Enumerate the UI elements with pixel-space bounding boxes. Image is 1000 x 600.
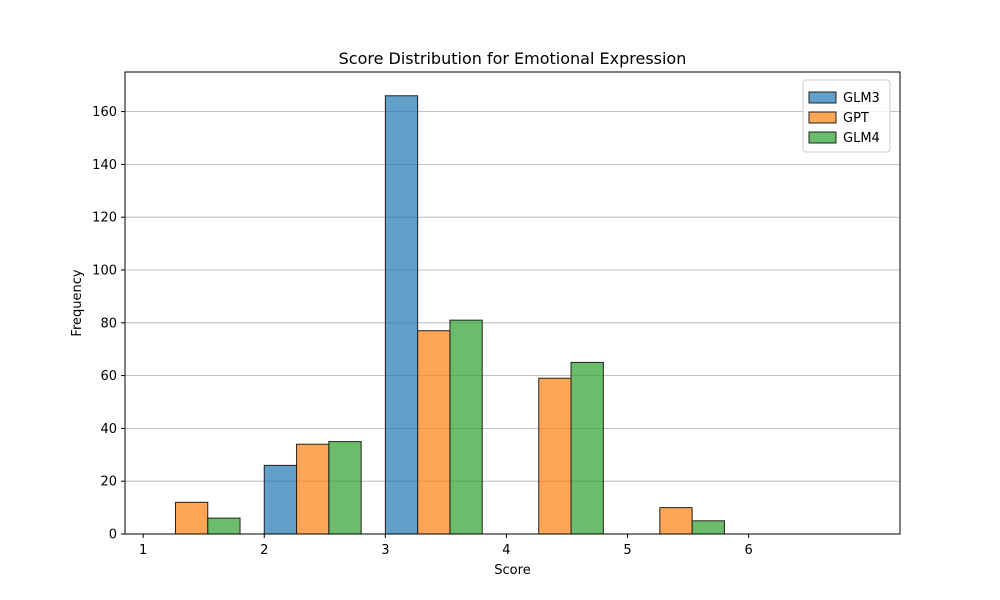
bar-glm3-3 [384,95,419,535]
legend-swatch-glm3 [808,91,837,104]
y-tick-label: 140 [92,158,117,173]
x-axis-label: Score [494,563,530,578]
x-axis: 1 2 3 4 5 6 [139,534,753,558]
bar-glm4-4 [570,361,604,535]
chart-title: Score Distribution for Emotional Express… [339,49,687,68]
y-tick-label: 120 [92,211,117,226]
plot-frame [124,71,901,535]
y-tick-label: 60 [100,369,117,384]
bar-gpt-1 [174,501,209,535]
y-tick-label: 160 [92,105,117,120]
y-axis: 0 20 40 60 80 100 120 140 160 [92,105,125,543]
legend-swatch-glm4 [808,131,837,144]
bars [174,95,725,535]
x-tick-label: 4 [502,543,510,558]
bar-gpt-2 [296,443,330,535]
legend-label-glm3: GLM3 [843,91,880,106]
x-tick-label: 2 [260,543,268,558]
y-tick-label: 80 [100,316,117,331]
x-tick-label: 5 [623,543,631,558]
legend-label-gpt: GPT [843,111,869,126]
y-tick-label: 100 [92,264,117,279]
y-tick-label: 40 [100,422,117,437]
bar-gpt-4 [538,377,572,535]
bar-glm3-2 [263,464,298,535]
y-tick-label: 0 [109,528,117,543]
bar-glm4-3 [449,319,483,535]
bar-glm4-5 [691,520,725,535]
bar-gpt-5 [659,507,693,535]
x-tick-label: 6 [744,543,752,558]
y-axis-label: Frequency [70,269,85,336]
y-tick-label: 20 [100,475,117,490]
bar-glm4-2 [328,441,362,535]
legend-swatch-gpt [808,111,837,124]
bar-gpt-3 [417,330,451,535]
x-tick-label: 3 [381,543,389,558]
legend: GLM3 GPT GLM4 [802,79,891,153]
x-tick-label: 1 [139,543,147,558]
grid-lines [125,111,900,535]
legend-label-glm4: GLM4 [843,131,880,146]
bar-glm4-1 [207,517,241,535]
